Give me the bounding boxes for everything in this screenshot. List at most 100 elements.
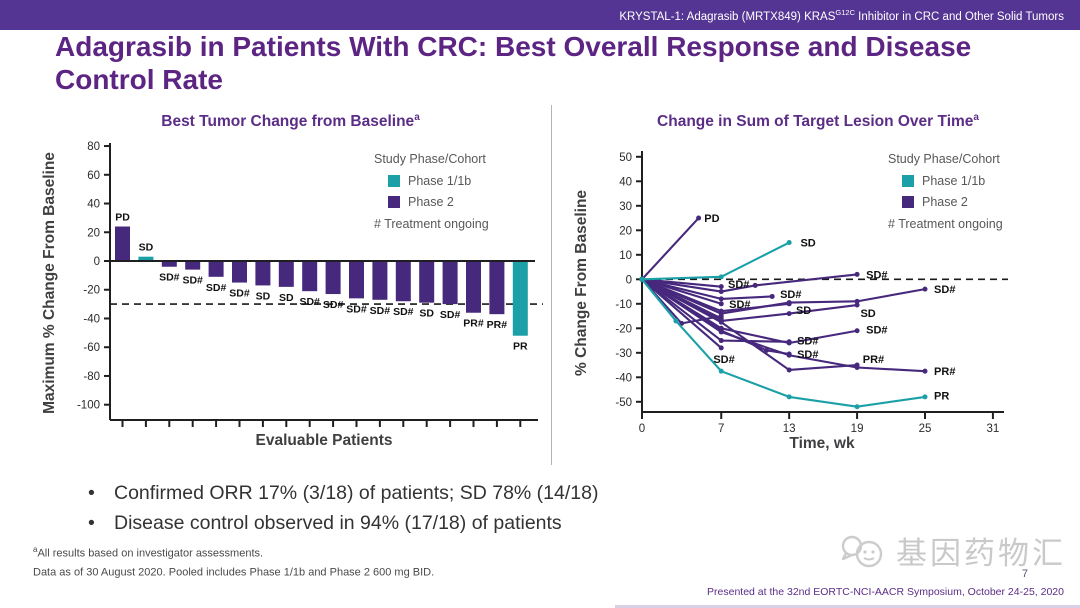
svg-text:-30: -30 [615, 348, 632, 360]
svg-text:PR: PR [934, 391, 949, 403]
phase1-swatch-icon [388, 174, 400, 187]
svg-text:-60: -60 [83, 342, 100, 354]
svg-text:SD#: SD# [934, 284, 955, 296]
svg-text:50: 50 [619, 152, 632, 164]
summary-bullets: • Confirmed ORR 17% (3/18) of patients; … [88, 482, 598, 542]
svg-text:SD: SD [139, 242, 154, 254]
header-text: KRYSTAL-1: Adagrasib (MRTX849) KRASG12C … [619, 8, 1064, 23]
bottom-accent-strip [615, 605, 1080, 608]
legend-item-phase1: Phase 1/1b [388, 173, 489, 188]
footnotes: aAll results based on investigator asses… [33, 544, 434, 581]
svg-text:SD: SD [419, 308, 434, 320]
svg-text:7: 7 [718, 423, 724, 435]
footnote-1-superscript: a [33, 545, 38, 554]
spider-chart-panel: Change in Sum of Target Lesion Over Time… [556, 105, 1080, 473]
legend-note: # Treatment ongoing [374, 216, 489, 231]
svg-text:0: 0 [639, 423, 645, 435]
svg-text:SD#: SD# [728, 279, 749, 291]
svg-text:19: 19 [851, 423, 864, 435]
svg-text:0: 0 [626, 274, 632, 286]
svg-text:SD#: SD# [370, 305, 391, 317]
legend-item-phase1: Phase 1/1b [902, 173, 1003, 188]
svg-text:Maximum % Change From Baseline: Maximum % Change From Baseline [41, 152, 58, 414]
waterfall-chart-panel: Best Tumor Change from Baselinea 80 60 40 2… [30, 105, 551, 473]
svg-text:SD#: SD# [299, 296, 320, 308]
header-text-superscript: G12C [835, 7, 855, 17]
footnote-1: aAll results based on investigator asses… [33, 544, 434, 563]
svg-text:SD: SD [796, 305, 811, 317]
slide-title: Adagrasib in Patients With CRC: Best Ove… [55, 31, 972, 96]
svg-text:SD#: SD# [797, 349, 818, 361]
phase1-swatch-icon [902, 174, 914, 187]
waterfall-chart-title: Best Tumor Change from Baselinea [30, 105, 551, 135]
svg-text:SD#: SD# [159, 272, 180, 284]
svg-text:0: 0 [94, 256, 100, 268]
waterfall-chart-title-text: Best Tumor Change from Baseline [161, 113, 415, 131]
chat-bubbles-icon [841, 535, 883, 567]
svg-text:10: 10 [619, 250, 632, 262]
legend-left: Study Phase/Cohort Phase 1/1b Phase 2 # … [374, 153, 489, 230]
svg-text:25: 25 [919, 423, 932, 435]
svg-text:-40: -40 [83, 313, 100, 325]
svg-text:SD#: SD# [206, 282, 227, 294]
svg-text:SD#: SD# [182, 275, 203, 287]
svg-text:40: 40 [87, 199, 100, 211]
legend-item-phase2-label: Phase 2 [922, 195, 968, 209]
legend-item-phase2: Phase 2 [902, 196, 1003, 209]
svg-text:-40: -40 [615, 372, 632, 384]
slide-footer: Presented at the 32nd EORTC-NCI-AACR Sym… [707, 586, 1064, 598]
legend-note: # Treatment ongoing [888, 216, 1003, 231]
bullet-orr-text: Confirmed ORR 17% (3/18) of patients; SD… [114, 482, 599, 504]
panel-divider [551, 105, 552, 465]
svg-text:SD: SD [800, 238, 815, 250]
svg-text:20: 20 [619, 225, 632, 237]
legend-item-phase2-label: Phase 2 [408, 195, 454, 209]
svg-text:30: 30 [619, 201, 632, 213]
svg-text:60: 60 [87, 170, 100, 182]
header-text-prefix: KRYSTAL-1: Adagrasib (MRTX849) KRAS [619, 10, 836, 23]
svg-text:PR#: PR# [934, 366, 955, 378]
svg-text:% Change From Baseline: % Change From Baseline [573, 190, 590, 376]
footnote-2: Data as of 30 August 2020. Pooled includ… [33, 563, 434, 582]
phase2-swatch-icon [902, 196, 914, 209]
svg-text:SD#: SD# [780, 289, 801, 301]
svg-text:40: 40 [619, 176, 632, 188]
svg-text:20: 20 [87, 227, 100, 239]
svg-text:PD: PD [704, 213, 719, 225]
svg-text:SD#: SD# [323, 299, 344, 311]
svg-text:-20: -20 [83, 285, 100, 297]
svg-text:13: 13 [783, 423, 796, 435]
spider-chart-title: Change in Sum of Target Lesion Over Time… [556, 105, 1080, 135]
svg-text:PD: PD [115, 212, 130, 224]
svg-text:SD#: SD# [229, 288, 250, 300]
svg-text:SD#: SD# [866, 269, 887, 281]
svg-text:PR#: PR# [463, 318, 484, 330]
svg-text:-80: -80 [83, 371, 100, 383]
bullet-glyph: • [88, 482, 95, 504]
svg-text:SD: SD [256, 290, 271, 302]
legend-title: Study Phase/Cohort [374, 152, 486, 166]
bullet-disease-control: • Disease control observed in 94% (17/18… [88, 512, 598, 535]
svg-text:PR: PR [513, 341, 528, 353]
svg-text:SD#: SD# [797, 336, 818, 348]
svg-text:-20: -20 [615, 323, 632, 335]
bullet-orr: • Confirmed ORR 17% (3/18) of patients; … [88, 482, 598, 505]
spider-chart: 50 40 30 20 10 0 -10 -20 -30 -40 -50 0 7 13 19 25 31 PD SD… [573, 151, 1008, 452]
footnote-1-text: All results based on investigator assess… [37, 547, 264, 560]
svg-text:SD#: SD# [440, 309, 461, 321]
spider-chart-title-text: Change in Sum of Target Lesion Over Time [657, 113, 974, 131]
svg-text:SD#: SD# [393, 306, 414, 318]
svg-text:SD#: SD# [346, 303, 367, 315]
page-number: 7 [1021, 568, 1028, 580]
legend-item-phase1-label: Phase 1/1b [922, 173, 986, 188]
watermark-text: 基因药物汇 [896, 536, 1066, 571]
legend-item-phase1-label: Phase 1/1b [408, 173, 472, 188]
svg-text:SD: SD [279, 292, 294, 304]
bullet-glyph: • [88, 512, 95, 534]
watermark: 基因药物汇 [838, 528, 1066, 573]
svg-text:Evaluable Patients: Evaluable Patients [256, 432, 393, 449]
bullet-disease-control-text: Disease control observed in 94% (17/18) … [114, 512, 562, 534]
svg-text:-10: -10 [615, 299, 632, 311]
